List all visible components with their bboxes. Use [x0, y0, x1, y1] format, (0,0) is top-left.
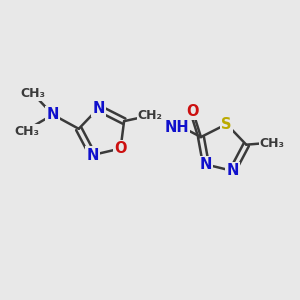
Text: O: O	[114, 141, 127, 156]
Text: N: N	[200, 157, 212, 172]
Text: N: N	[92, 101, 105, 116]
Text: CH₃: CH₃	[15, 125, 40, 138]
Text: O: O	[186, 104, 198, 119]
Text: CH₂: CH₂	[138, 109, 162, 122]
Text: N: N	[226, 164, 238, 178]
Text: NH: NH	[164, 119, 189, 134]
Text: CH₃: CH₃	[21, 87, 46, 100]
Text: CH₃: CH₃	[260, 137, 285, 150]
Text: N: N	[46, 107, 59, 122]
Text: S: S	[221, 117, 232, 132]
Text: N: N	[86, 148, 99, 163]
